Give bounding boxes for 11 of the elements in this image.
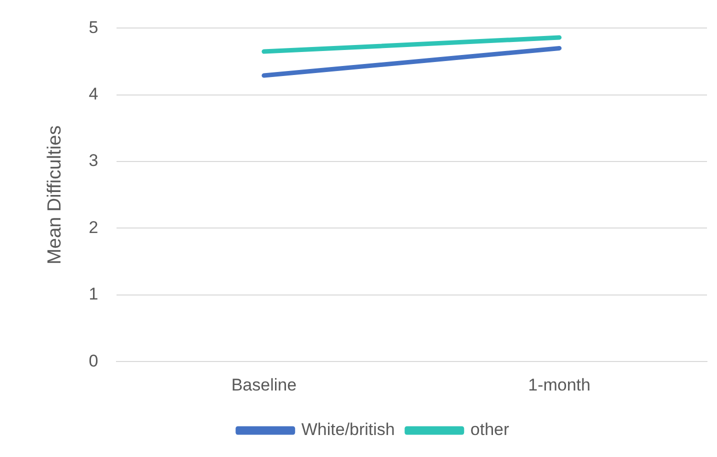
y-tick-label: 5 — [88, 18, 98, 37]
y-axis-title: Mean Difficulties — [44, 125, 66, 264]
y-tick-label: 0 — [88, 351, 98, 370]
x-tick-label: Baseline — [231, 375, 297, 394]
y-tick-label: 3 — [88, 151, 98, 170]
legend-label: other — [470, 420, 510, 440]
y-tick-label: 4 — [88, 84, 98, 104]
x-tick-label: 1-month — [528, 375, 590, 394]
y-tick-label: 2 — [88, 218, 98, 237]
y-tick-label: 1 — [88, 284, 98, 304]
legend-label: White/british — [301, 420, 395, 440]
